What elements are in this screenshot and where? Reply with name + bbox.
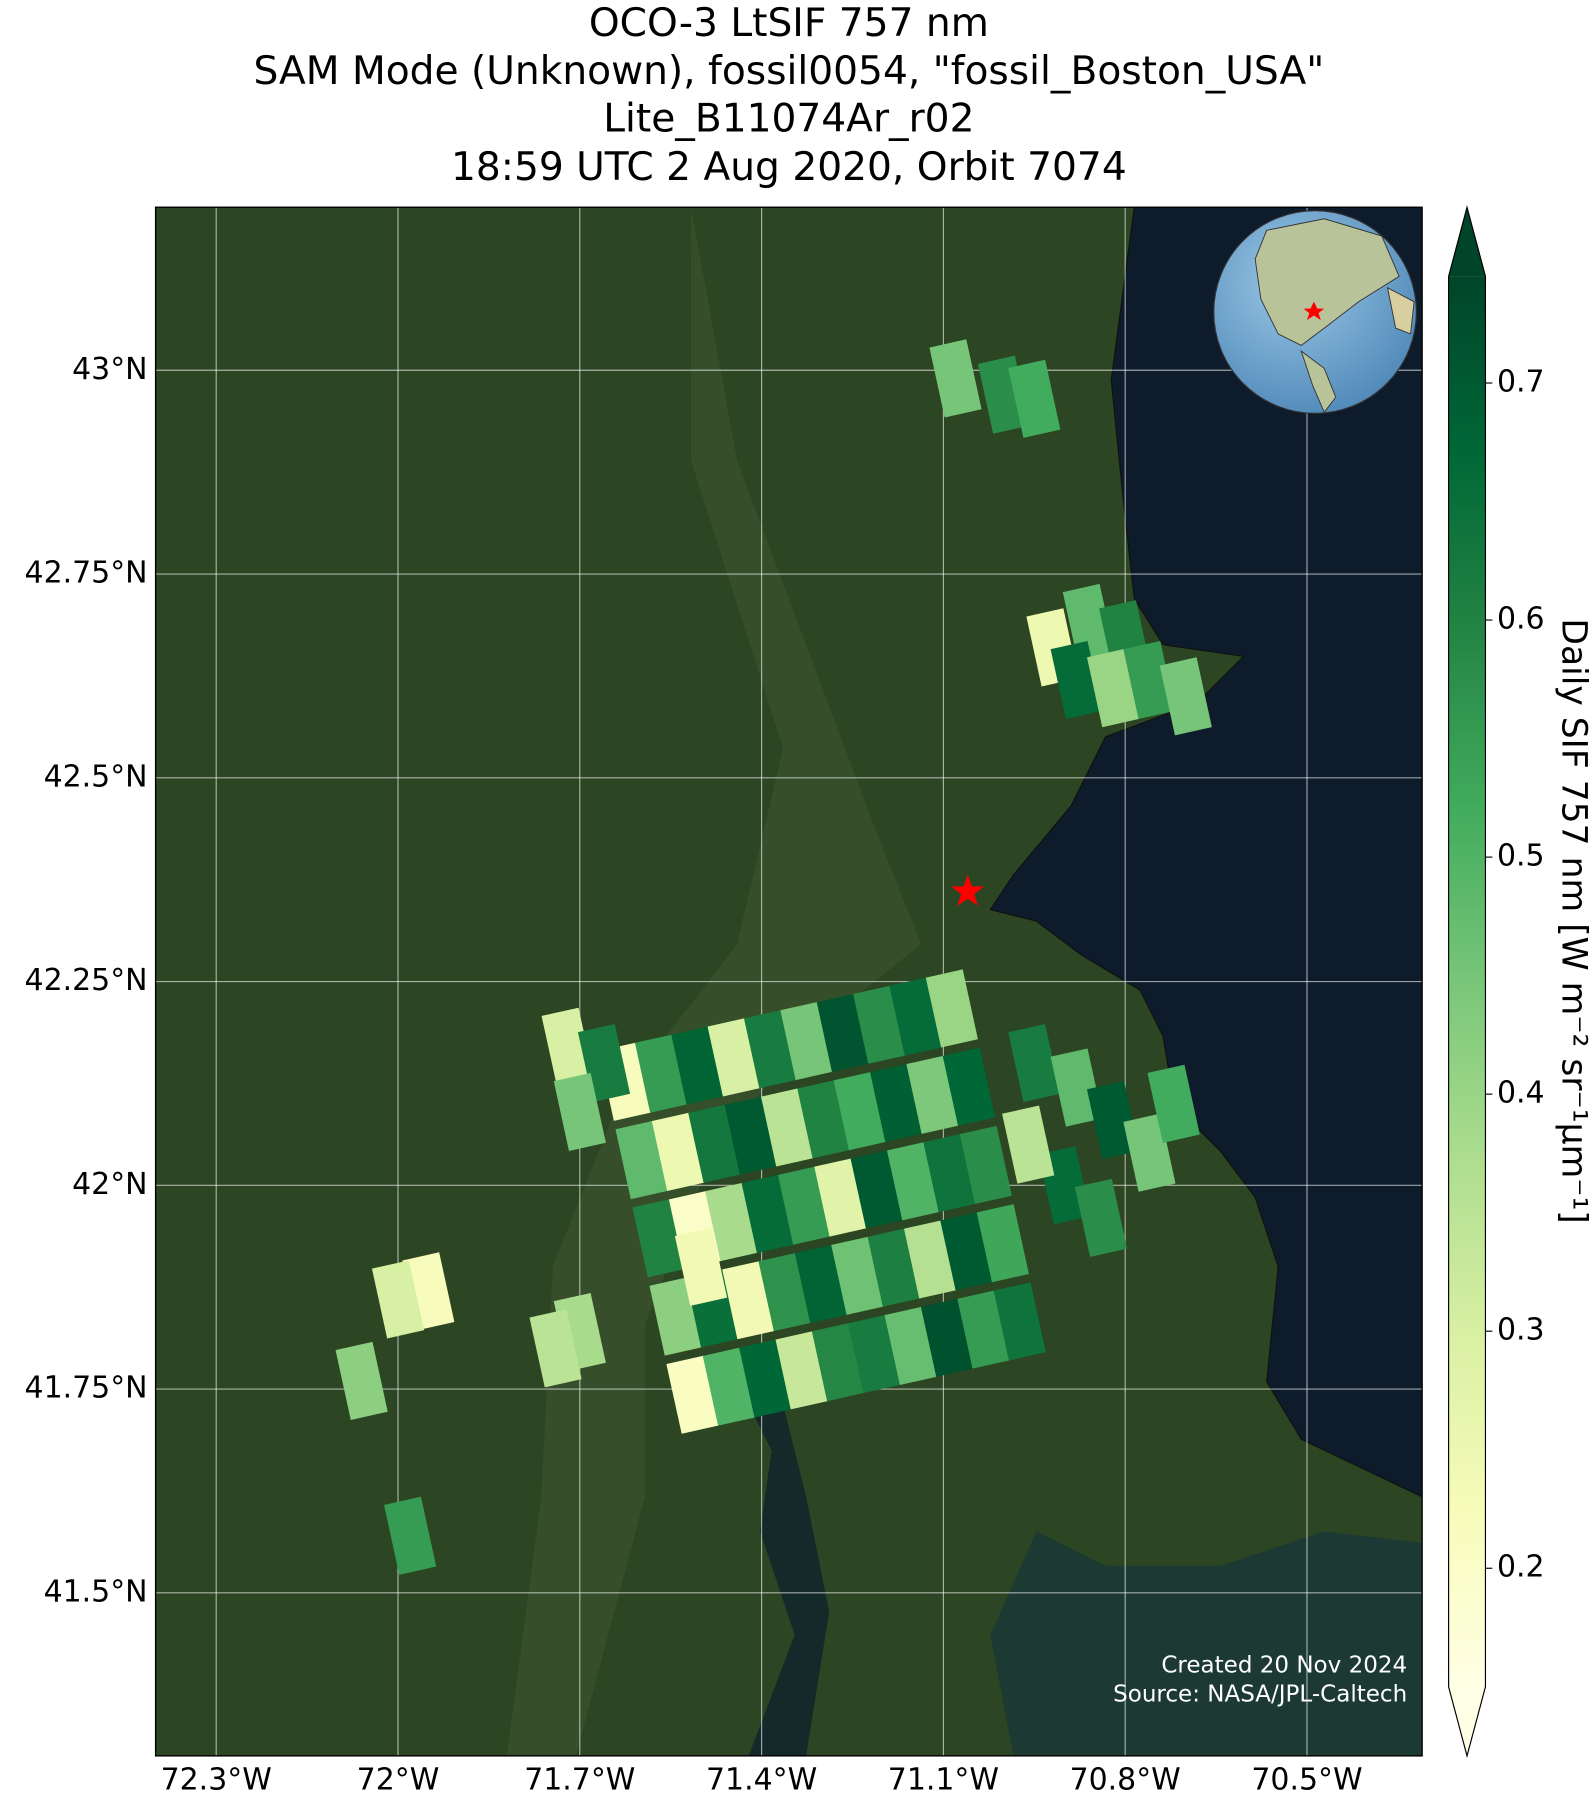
x-tick-label: 72.3°W [161, 1763, 272, 1795]
y-tick-label: 42.75°N [25, 556, 148, 591]
site-marker [951, 874, 985, 906]
x-tick-label: 72°W [357, 1763, 440, 1795]
sif-footprint [335, 1341, 388, 1420]
x-tick-label: 70.5°W [1251, 1763, 1362, 1795]
sif-footprint [1159, 657, 1212, 736]
sif-footprint [1008, 359, 1061, 438]
sif-footprint [959, 1125, 1012, 1204]
title-line: 18:59 UTC 2 Aug 2020, Orbit 7074 [451, 145, 1127, 190]
sif-footprint [1002, 1105, 1055, 1184]
colorbar-tick-label: 0.5 [1497, 839, 1545, 874]
sif-footprint [1074, 1178, 1128, 1257]
sif-footprint [1147, 1064, 1200, 1143]
sif-footprint [384, 1496, 437, 1575]
sif-footprint [925, 969, 978, 1048]
map-area: Created 20 Nov 2024 Source: NASA/JPL-Cal… [155, 207, 1423, 1756]
title-line: Lite_B11074Ar_r02 [603, 96, 974, 141]
colorbar-tick-label: 0.6 [1497, 602, 1545, 637]
x-tick-label: 71.7°W [524, 1763, 635, 1795]
colorbar-tick-label: 0.7 [1497, 365, 1545, 400]
annotation: Created 20 Nov 2024 [1161, 1653, 1407, 1679]
sif-footprint [993, 1282, 1046, 1361]
sif-footprint [929, 339, 982, 418]
colorbar-tick-label: 0.4 [1497, 1076, 1545, 1111]
title-line: OCO-3 LtSIF 757 nm [589, 1, 989, 46]
sif-footprint [553, 1072, 606, 1152]
colorbar [1448, 276, 1486, 1687]
colorbar-tick-label: 0.3 [1497, 1313, 1545, 1348]
sif-footprint [529, 1309, 582, 1388]
x-tick-label: 71.4°W [706, 1763, 817, 1795]
y-tick-label: 42.5°N [44, 759, 148, 794]
annotation: Source: NASA/JPL-Caltech [1113, 1681, 1407, 1707]
colorbar-extend-min [1448, 1686, 1486, 1756]
y-tick-label: 43°N [72, 352, 147, 387]
colorbar-outline [1448, 205, 1487, 1759]
sif-footprint [371, 1260, 425, 1339]
globe-inset [1213, 210, 1417, 414]
colorbar-label: Daily SIF 757 nm [W m⁻² sr⁻¹µm⁻¹] [1553, 618, 1593, 1223]
colorbar-tick-label: 0.2 [1497, 1550, 1545, 1585]
sif-footprint [976, 1204, 1029, 1283]
y-tick-label: 41.75°N [25, 1371, 148, 1406]
sif-footprint [674, 1227, 728, 1306]
sif-footprint [942, 1047, 995, 1126]
x-tick-label: 70.8°W [1070, 1763, 1181, 1795]
y-tick-label: 42°N [72, 1167, 147, 1202]
x-tick-label: 71.1°W [888, 1763, 999, 1795]
bay [737, 1381, 830, 1756]
y-tick-label: 42.25°N [25, 963, 148, 998]
y-tick-label: 41.5°N [44, 1574, 148, 1609]
colorbar-extend-max [1448, 207, 1486, 277]
map-frame [154, 206, 1423, 1757]
sound [990, 1531, 1423, 1756]
title-line: SAM Mode (Unknown), fossil0054, "fossil_… [253, 49, 1324, 94]
ocean [989, 207, 1423, 1498]
